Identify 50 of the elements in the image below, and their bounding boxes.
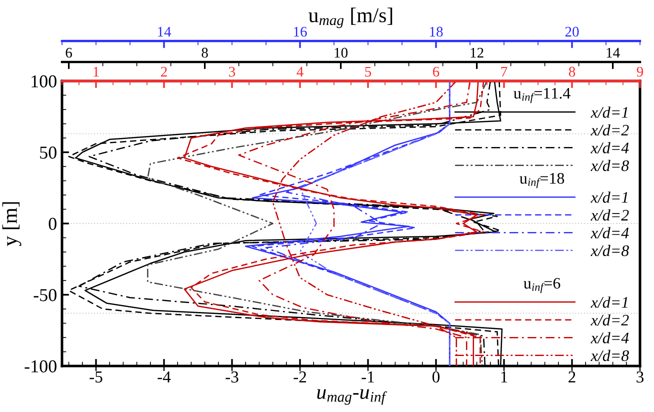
x-tick-label: -3 xyxy=(226,371,238,383)
y-tick-label: 0 xyxy=(48,218,56,230)
x2-tick-label: 1 xyxy=(94,66,99,77)
text: x/d=1 xyxy=(590,192,628,203)
text: x/d=4 xyxy=(590,227,629,238)
text: x/d=2 xyxy=(590,124,629,136)
x2-tick-label: 6 xyxy=(432,66,440,77)
x2-tick-label: 6 xyxy=(66,48,72,58)
x2-tick-label: 16 xyxy=(294,26,307,37)
x-tick-label: 0 xyxy=(432,371,440,383)
x-tick-label: -4 xyxy=(158,371,171,382)
y-tick-label: -100 xyxy=(24,360,56,372)
x2-tick-label: 2 xyxy=(160,66,167,77)
text: x/d=8 xyxy=(590,244,629,256)
x2-tick-label: 12 xyxy=(470,48,484,58)
x-tick-label: 2 xyxy=(568,371,576,382)
x2-tick-label: 20 xyxy=(565,26,579,37)
x2-tick-label: 18 xyxy=(430,26,443,37)
text: x/d=1 xyxy=(590,106,628,118)
y-tick-label: 100 xyxy=(32,75,56,88)
x2-tick-label: 8 xyxy=(568,66,576,77)
x2-tick-label: 9 xyxy=(636,66,644,77)
y-tick-label: -50 xyxy=(34,289,56,302)
text: x/d=4 xyxy=(590,142,629,154)
x2-tick-label: 5 xyxy=(365,66,372,77)
y-axis-title: y [m] xyxy=(2,202,22,246)
x-tick-label: 3 xyxy=(636,371,644,383)
x-tick-label: -1 xyxy=(362,371,374,382)
x2-tick-label: 10 xyxy=(334,48,348,58)
x-tick-label: -5 xyxy=(90,372,102,383)
x2-tick-label: 3 xyxy=(229,66,236,77)
x2-tick-label: 4 xyxy=(296,66,304,77)
text: x/d=8 xyxy=(590,350,629,362)
x2-tick-label: 14 xyxy=(158,26,172,37)
text: x/d=8 xyxy=(590,160,629,172)
x2-tick-label: 8 xyxy=(202,48,208,58)
legend-title: u$_{inf}$=18 xyxy=(520,172,564,188)
text: x/d=2 xyxy=(590,209,629,221)
legend-title: u$_{inf}$=6 xyxy=(524,278,560,294)
x-tick-label: -2 xyxy=(294,371,306,382)
text: x/d=1 xyxy=(590,296,628,308)
x2-tick-label: 7 xyxy=(501,66,508,77)
x2-axis-title: u$_{mag}$ [m/s] xyxy=(308,8,392,28)
x-axis-title: u$_{mag}$-u$_{inf}$ xyxy=(317,389,387,405)
text: x/d=4 xyxy=(590,332,629,344)
x-tick-label: 1 xyxy=(501,371,508,382)
y-tick-label: 50 xyxy=(40,146,56,159)
legend-title: u$_{inf}$=11.4 xyxy=(514,88,570,104)
text: x/d=2 xyxy=(590,314,629,326)
x2-tick-label: 14 xyxy=(606,48,620,58)
